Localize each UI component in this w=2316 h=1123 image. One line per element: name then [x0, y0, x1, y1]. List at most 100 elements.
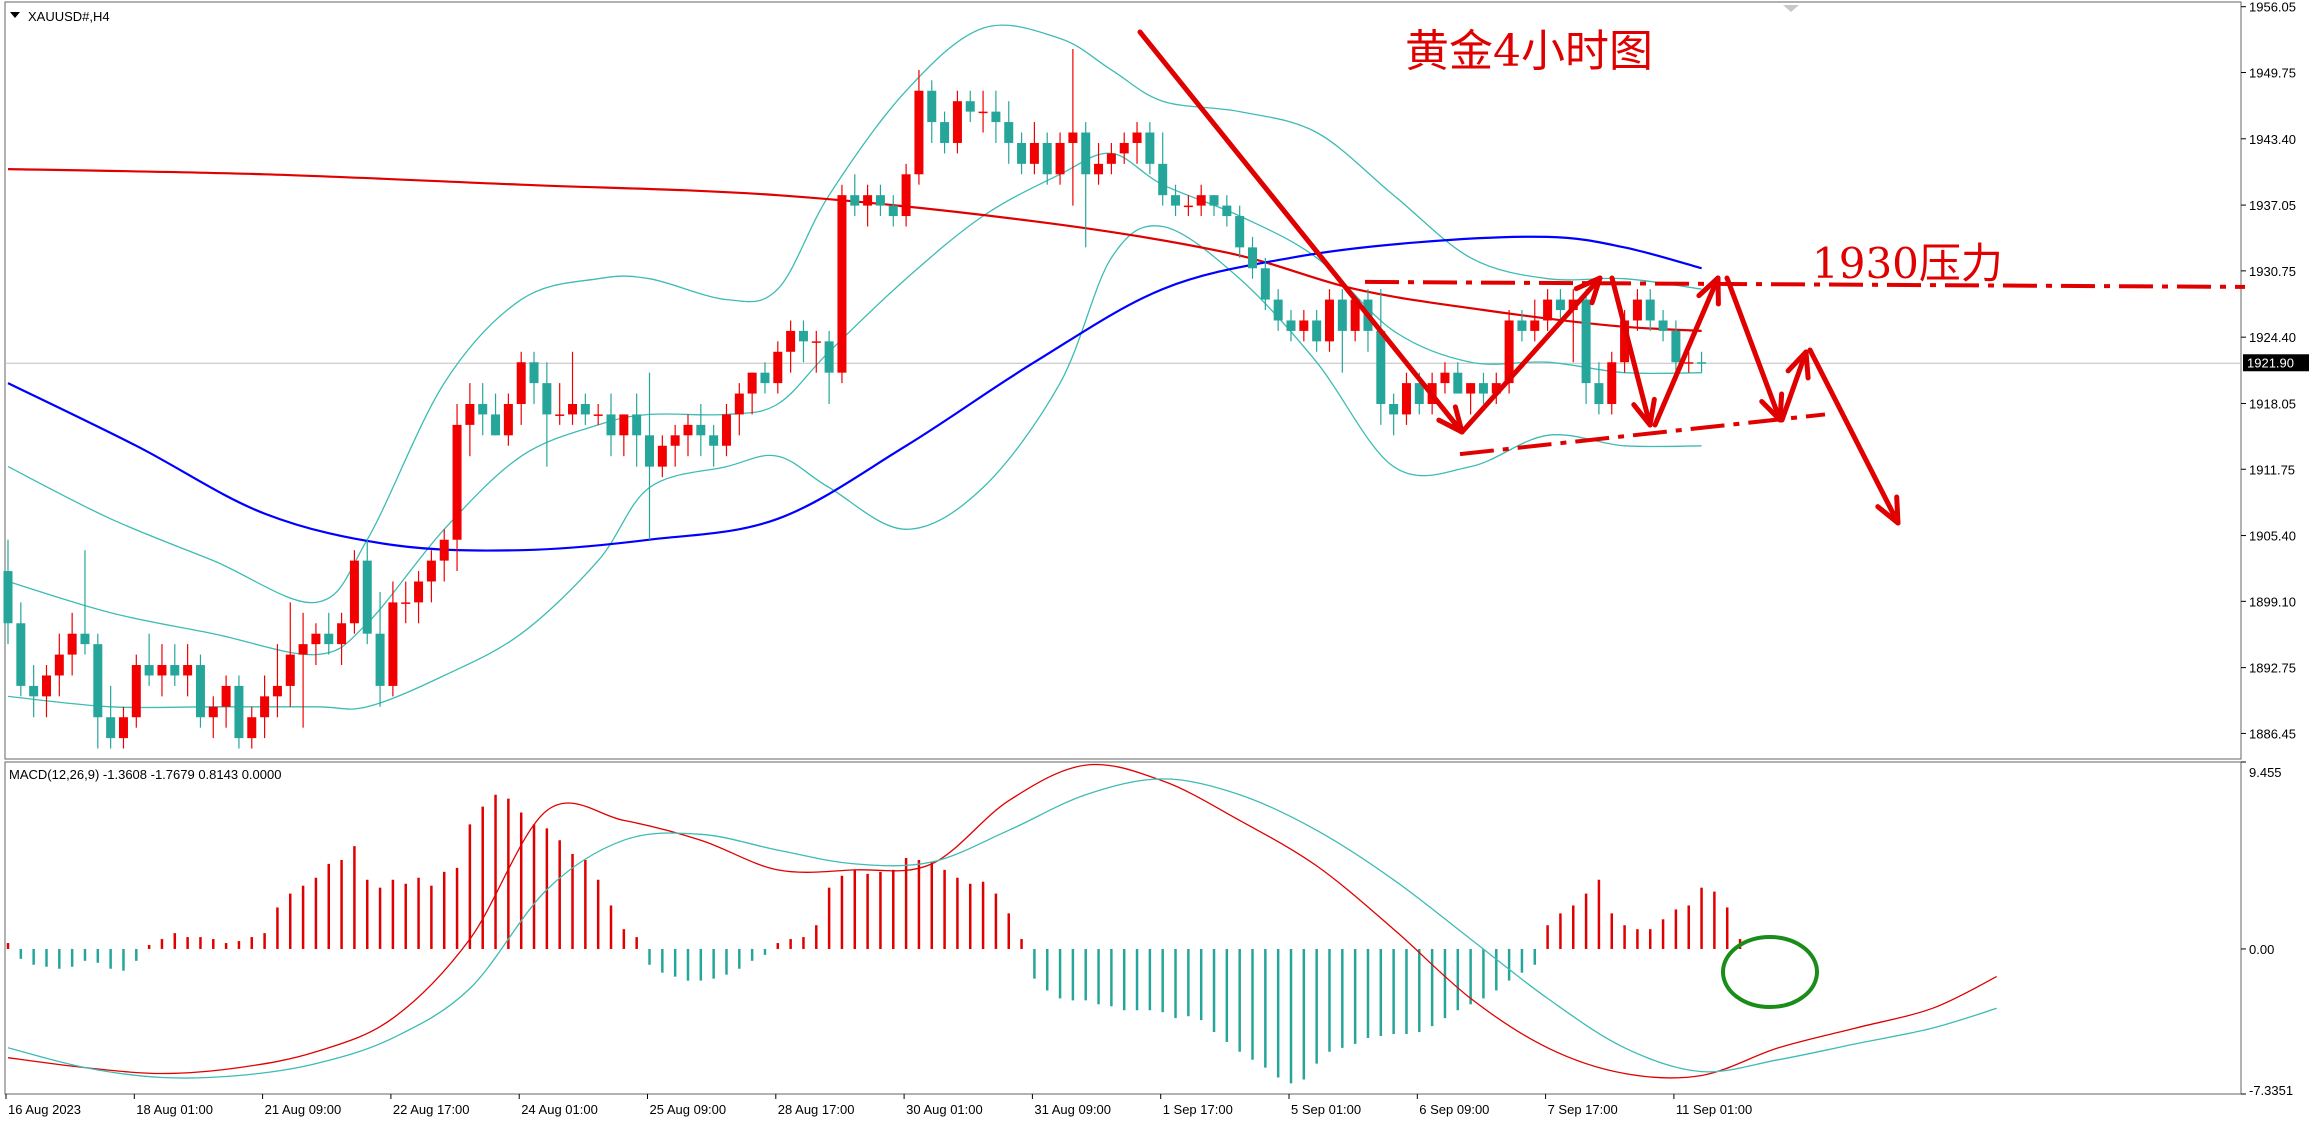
candle: [80, 550, 90, 655]
price-panel: [4, 1, 2242, 760]
candle-body: [375, 633, 385, 686]
candle-body: [1466, 383, 1476, 394]
candle: [93, 633, 103, 749]
candle-body: [478, 403, 488, 415]
candle-body: [747, 372, 757, 394]
moving-average-line: [7, 235, 1702, 552]
candle-body: [337, 623, 347, 645]
candle-body: [131, 665, 141, 718]
candle: [593, 403, 603, 425]
candle: [324, 612, 334, 655]
candle: [888, 195, 898, 227]
candle: [965, 90, 975, 123]
candle: [234, 675, 244, 749]
candle-body: [657, 445, 667, 467]
candle-body: [1055, 142, 1065, 175]
candle-body: [1286, 320, 1296, 331]
candle-body: [298, 644, 308, 655]
candle: [375, 591, 385, 707]
price-tick-label: 1899.10: [2249, 594, 2296, 609]
macd-tick-label: -7.3351: [2249, 1083, 2293, 1098]
price-tick-label: 1943.40: [2249, 132, 2296, 147]
candle: [1273, 289, 1283, 331]
candle-body: [401, 602, 411, 604]
candle: [285, 602, 295, 707]
candle: [1607, 351, 1617, 415]
bollinger-line: [7, 225, 1702, 710]
candle-body: [734, 393, 744, 415]
candle: [1530, 299, 1540, 342]
annotation-resistance: 1930压力: [1812, 239, 2003, 288]
candle: [1248, 236, 1258, 279]
time-tick-label: 5 Sep 01:00: [1291, 1102, 1361, 1117]
bollinger-bands: [7, 24, 1702, 710]
candle: [401, 581, 411, 624]
candle-body: [1671, 330, 1681, 363]
candle: [1440, 362, 1450, 394]
price-tick-label: 1949.75: [2249, 65, 2296, 80]
candle-body: [696, 424, 706, 436]
annotations: [1137, 29, 2246, 1009]
candle: [1235, 205, 1245, 258]
candle: [1594, 362, 1604, 415]
candle-body: [1389, 403, 1399, 415]
candle-body: [234, 685, 244, 739]
time-tick-label: 31 Aug 09:00: [1034, 1102, 1111, 1117]
scroll-marker-icon[interactable]: [1783, 5, 1799, 12]
candle: [1376, 289, 1386, 425]
candle: [131, 654, 141, 728]
candle-body: [29, 685, 39, 697]
candlesticks: [3, 48, 1707, 749]
candle: [991, 90, 1001, 143]
candle-body: [1222, 205, 1232, 217]
candle-body: [773, 351, 783, 384]
candle: [1517, 310, 1527, 342]
candle-body: [106, 717, 116, 739]
candle: [1389, 393, 1399, 436]
candle-body: [1543, 299, 1553, 321]
candle-body: [1453, 372, 1463, 394]
candle: [914, 69, 924, 185]
time-tick-label: 21 Aug 09:00: [265, 1102, 342, 1117]
candle-body: [439, 539, 449, 561]
candle-body: [208, 706, 218, 718]
candle: [1466, 383, 1476, 415]
price-tick-label: 1937.05: [2249, 198, 2296, 213]
chart-menu-icon[interactable]: [10, 12, 20, 18]
candle-body: [555, 414, 565, 416]
candle: [260, 675, 270, 739]
candle: [1581, 289, 1591, 404]
candle-body: [580, 403, 590, 415]
candle: [786, 320, 796, 373]
candle: [875, 184, 885, 217]
candle: [747, 372, 757, 415]
candle-body: [1620, 320, 1630, 363]
candle: [1094, 142, 1104, 185]
candle: [1042, 132, 1052, 185]
candle-body: [1042, 142, 1052, 175]
candle: [516, 351, 526, 425]
candle-body: [1658, 320, 1668, 331]
candle-body: [1119, 142, 1129, 154]
annotation-arrow: [1609, 275, 1657, 428]
candle-body: [1478, 383, 1488, 394]
candle: [106, 685, 116, 749]
candle: [1183, 195, 1193, 217]
candle: [1106, 142, 1116, 175]
candle-body: [54, 654, 64, 676]
moving-averages: [7, 168, 1702, 552]
candle: [157, 644, 167, 697]
candle-body: [1555, 299, 1565, 311]
candle-body: [1068, 132, 1078, 143]
candle-body: [1145, 132, 1155, 164]
candle: [1145, 122, 1155, 175]
symbol-label: XAUUSD#,H4: [28, 9, 110, 24]
candle-body: [67, 633, 77, 655]
candle: [1324, 289, 1334, 352]
candle: [362, 539, 372, 645]
macd-tick-label: 0.00: [2249, 942, 2274, 957]
candle: [657, 435, 667, 478]
candle: [901, 163, 911, 227]
candle-body: [1324, 299, 1334, 342]
price-tick-label: 1905.40: [2249, 529, 2296, 544]
